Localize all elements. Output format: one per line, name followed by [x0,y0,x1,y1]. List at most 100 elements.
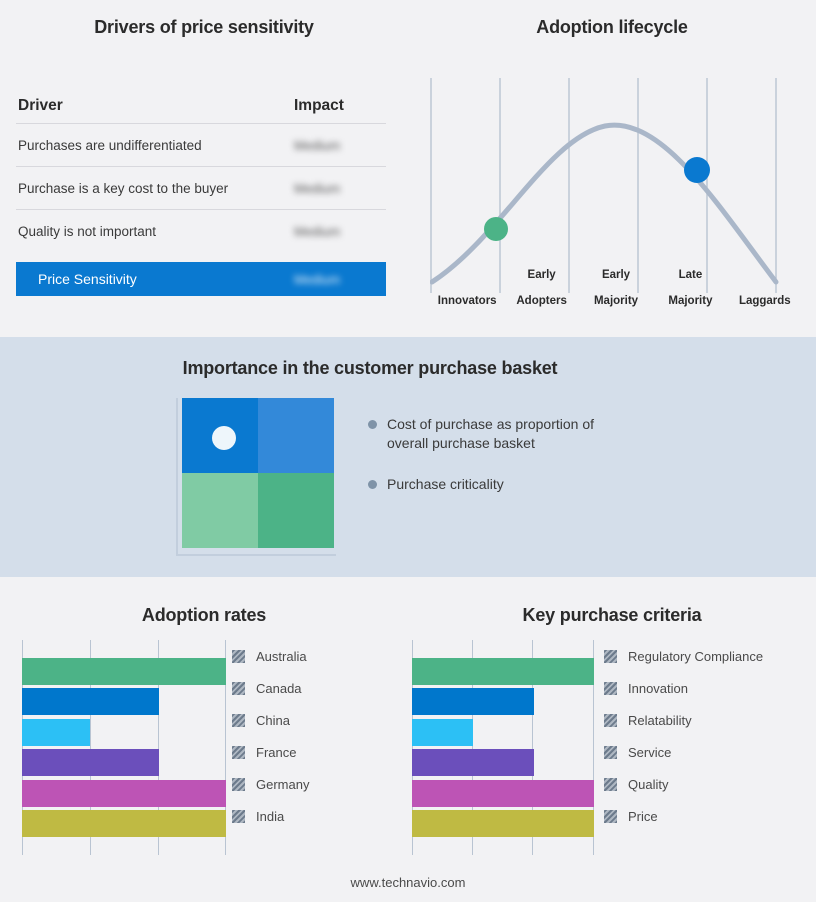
impact-value: Medium [294,224,386,239]
bar-row [412,656,594,687]
legend-label: Service [628,744,672,760]
lifecycle-curve-path [430,122,779,285]
quadrant-grid [182,398,334,548]
bottom-band [0,577,816,902]
impact-value: Medium [294,181,386,196]
driver-label: Purchase is a key cost to the buyer [18,180,229,196]
lifecycle-stage-labels: Innovators Early Adopters Early Majority… [430,262,802,308]
legend-item: Canada [232,672,309,704]
lifecycle-stage: Late Majority [653,262,727,308]
highlight-dot [212,426,236,450]
legend-label: China [256,712,290,728]
hatch-swatch-icon [232,713,245,727]
bar-row [22,748,226,779]
table-header-row: Driver Impact [16,88,386,124]
bar [22,718,91,746]
legend-label: India [256,808,285,824]
price-sensitivity-summary-row: Price Sensitivity Medium [16,262,386,296]
bar [22,779,226,807]
hatch-swatch-icon [604,745,617,759]
stage-label-bottom: Majority [668,295,713,307]
bar-row [22,809,226,840]
green-marker-dot [484,217,508,241]
stage-label: Early Majority [594,269,638,308]
stage-label: Innovators [437,295,497,307]
impact-value: Medium [294,138,386,153]
summary-label: Price Sensitivity [38,271,137,287]
quadrant-bottom-right [258,473,334,548]
legend-item: France [232,736,309,768]
legend-label: France [256,744,297,760]
summary-impact-value: Medium [294,272,386,287]
bar-series [412,656,594,839]
stage-label-top: Early [601,269,631,281]
bar-row [22,778,226,809]
stage-label-top: Late [678,269,703,281]
driver-label: Purchases are undifferentiated [18,137,202,153]
driver-label: Quality is not important [18,224,157,239]
column-header-impact: Impact [294,96,344,114]
lifecycle-stage: Early Majority [579,262,653,308]
impact-value-blurred: Medium [294,224,341,239]
bar [22,810,226,837]
bar-series [22,656,226,839]
gridline [22,640,23,855]
hatch-swatch-icon [604,649,617,663]
hatch-swatch-icon [232,777,245,791]
basket-legend: Cost of purchase as proportion of overal… [368,415,668,516]
column-header-driver: Driver [18,96,63,114]
key-purchase-criteria-panel: Key purchase criteria Regulatory Complia… [408,577,816,902]
stage-label-bottom: Adopters [516,295,567,307]
lifecycle-title: Adoption lifecycle [536,17,688,37]
list-item: Purchase criticality [368,475,668,494]
purchase-basket-panel: Importance in the customer purchase bask… [0,337,816,577]
stage-label-top: Early [527,269,556,281]
blue-marker-dot [684,157,710,183]
drivers-title: Drivers of price sensitivity [94,17,314,37]
table-row: Quality is not important Medium [16,210,386,253]
legend-label: Quality [628,776,669,792]
bar-row [22,717,226,748]
bar-row [22,687,226,718]
hatch-swatch-icon [604,681,617,695]
bar [412,779,594,807]
bar-row [412,778,594,809]
impact-value-blurred: Medium [294,137,341,153]
adoption-rates-chart [22,640,226,855]
legend-text: Cost of purchase as proportion of overal… [387,416,595,451]
key-purchase-criteria-title: Key purchase criteria [522,605,702,625]
bar [412,749,534,776]
bullet-icon [368,480,377,489]
hatch-swatch-icon [232,649,245,663]
lifecycle-plot [430,78,802,293]
quadrant-diagram [176,398,336,556]
quadrant-bottom-left [182,473,258,548]
bar [412,688,534,715]
stage-label: Laggards [738,295,791,307]
legend-item: Price [604,800,763,832]
gridline [593,640,594,855]
bar-row [412,809,594,840]
legend-item: Relatability [604,704,763,736]
key-purchase-criteria-legend: Regulatory Compliance Innovation Relatab… [604,640,763,832]
legend-item: Service [604,736,763,768]
quadrant-top-right [258,398,334,473]
bar-row [412,687,594,718]
legend-item: Innovation [604,672,763,704]
adoption-lifecycle-panel: Adoption lifecycle Innovators Early Adop… [408,0,816,337]
adoption-rates-title: Adoption rates [141,605,267,625]
bar [22,688,159,715]
key-purchase-criteria-chart [412,640,594,855]
stage-label: Late Majority [668,269,712,308]
summary-impact-blurred: Medium [294,271,341,287]
legend-item: Germany [232,768,309,800]
legend-label: Relatability [628,712,692,728]
gridline [472,640,473,855]
bar [412,657,594,685]
legend-item: Regulatory Compliance [604,640,763,672]
lifecycle-curve-svg [430,78,779,293]
bar [412,810,594,837]
bar [412,718,473,746]
table-row: Purchases are undifferentiated Medium [16,124,386,167]
quadrant-axes [176,398,336,556]
